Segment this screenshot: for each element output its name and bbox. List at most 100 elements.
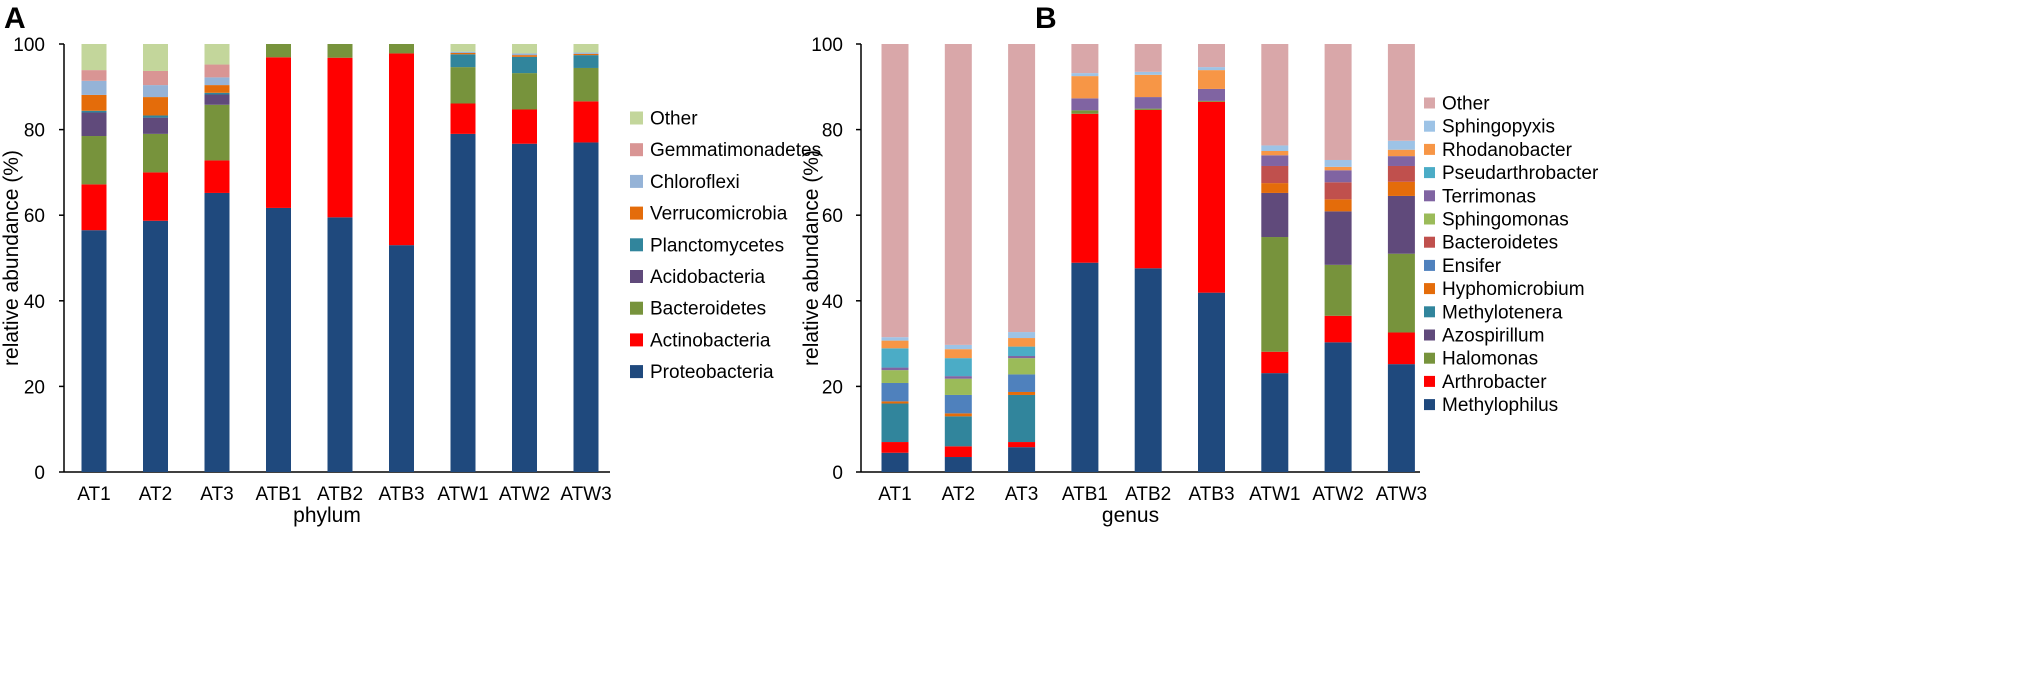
panel-a-bar-atb2-bacteroidetes	[327, 44, 353, 58]
panel-b-bar-at3-rhodanobacter	[1008, 338, 1036, 347]
panel-b-bar-at1-methylophilus	[881, 452, 909, 472]
panel-b-bar-at1-pseudarthrobacter	[881, 348, 909, 368]
panel-a-bar-atw1-verrucomicrobia	[450, 52, 476, 55]
panel-b-bar-atw2-other	[1324, 44, 1352, 160]
panel-a-bar-atw3-other	[573, 44, 599, 53]
panel-b-y-tick-label: 60	[822, 206, 843, 227]
panel-a-bar-at3-chloroflexi	[204, 77, 230, 86]
panel-a-bar-atw1-other	[450, 44, 476, 52]
panel-b-bar-atw1-rhodanobacter	[1261, 151, 1289, 156]
panel-b-x-tick-label: ATW3	[1376, 484, 1427, 505]
panel-b-bar-atb3-halomonas	[1198, 100, 1225, 102]
panel-b-bar-at1-other	[881, 44, 909, 338]
panel-a-bar-at2-verrucomicrobia	[143, 97, 168, 116]
panel-b-bar-atb3-sphingopyxis	[1198, 67, 1225, 71]
panel-a-y-tick-label: 40	[24, 292, 45, 313]
panel-b-legend-label-rhodanobacter: Rhodanobacter	[1442, 140, 1573, 161]
panel-a-bar-atb2-proteobacteria	[327, 217, 353, 472]
panel-a-bar-atb3-actinobacteria	[389, 53, 414, 246]
panel-b-bar-atw2-halomonas	[1324, 264, 1352, 316]
panel-a-x-tick-label: AT3	[200, 484, 233, 505]
panel-a-bar-atw3-bacteroidetes	[573, 67, 599, 102]
panel-a-bar-atw1-planctomycetes	[450, 54, 476, 68]
panel-a-bar-atw3-proteobacteria	[573, 142, 599, 472]
panel-a-bar-atw1-proteobacteria	[450, 133, 476, 472]
panel-b-legend-swatch-sphingomonas	[1424, 213, 1435, 225]
panel-a-bar-atw1-bacteroidetes	[450, 67, 476, 104]
panel-a-bar-at3-proteobacteria	[204, 192, 230, 472]
panel-a-bar-at1-gemmatimonadetes	[81, 70, 107, 81]
panel-a-x-tick-label: ATW3	[560, 484, 611, 505]
panel-b-chart: 0 20 40 60 80 100 AT1 AT2 AT3 ATB1 ATB2 ATB3 ATW1 ATW…	[800, 35, 1599, 527]
panel-b-bar-atw1-other	[1261, 44, 1289, 146]
panel-b-x-axis-title: genus	[1102, 504, 1159, 527]
panel-b-bar-atb2-methylophilus	[1134, 268, 1162, 472]
panel-a-legend-swatch-proteobacteria	[630, 365, 643, 379]
panel-b-legend-label-terrimonas: Terrimonas	[1442, 186, 1536, 207]
panel-b-bar-at3-methylotenera	[1008, 394, 1036, 443]
panel-a-bar-atw2-other	[512, 44, 537, 54]
panel-b-legend-label-pseudarthrobacter: Pseudarthrobacter	[1442, 163, 1599, 184]
panel-b-x-tick-label: ATB3	[1188, 484, 1234, 505]
panel-b-y-tick-label: 0	[832, 463, 843, 484]
panel-b-bar-atw3-other	[1387, 44, 1415, 141]
panel-a-chart: 0 20 40 60 80 100 AT1 AT2 AT3 ATB1 ATB2 ATB3 ATW1 ATW…	[0, 35, 821, 527]
panel-b-legend-label-methylotenera: Methylotenera	[1442, 302, 1563, 323]
panel-b-bar-atw2-azospirillum	[1324, 211, 1352, 265]
panel-b-bar-atw3-bacteroidetes	[1387, 165, 1415, 182]
panel-b-legend-swatch-halomonas	[1424, 352, 1435, 364]
panel-b-bar-at3-sphingomonas	[1008, 358, 1036, 375]
panel-a-bar-atw2-bacteroidetes	[512, 73, 537, 110]
panel-b-legend-swatch-hyphomicrobium	[1424, 283, 1435, 295]
panel-b-bar-at3-other	[1008, 44, 1036, 333]
panel-b-bar-at2-ensifer	[944, 394, 972, 414]
panel-a-x-tick-label: AT1	[77, 484, 110, 505]
panel-b-bar-at1-terrimonas	[881, 367, 909, 371]
panel-b-bar-atw2-bacteroidetes	[1324, 182, 1352, 200]
panel-a-bar-at1-acidobacteria	[81, 112, 107, 137]
panel-b-x-tick-label: AT2	[942, 484, 975, 505]
panel-b-x-tick-label: ATW2	[1312, 484, 1363, 505]
panel-a-bar-at3-other	[204, 44, 230, 65]
panel-a-bar-at3-verrucomicrobia	[204, 85, 230, 93]
panel-b-legend-swatch-rhodanobacter	[1424, 143, 1435, 155]
panel-a-bar-atw3-verrucomicrobia	[573, 53, 599, 56]
panel-b-bar-at3-arthrobacter	[1008, 442, 1036, 448]
panel-a-x-tick-label: ATB1	[255, 484, 301, 505]
panel-a-bar-atw2-proteobacteria	[512, 143, 537, 472]
panel-a-bar-at1-planctomycetes	[81, 110, 107, 113]
panel-b-legend-swatch-bacteroidetes	[1424, 236, 1435, 248]
panel-a-bar-atw3-actinobacteria	[573, 101, 599, 143]
panel-b-bar-at2-hyphomicrobium	[944, 413, 972, 417]
panel-a-legend-label-actinobacteria: Actinobacteria	[650, 330, 771, 351]
panel-a-bar-atw3-chloroflexi	[573, 52, 599, 54]
panel-a-y-tick-label: 100	[13, 35, 45, 56]
panel-a-bar-atb3-bacteroidetes	[389, 44, 414, 54]
panel-b-bar-atb1-methylophilus	[1071, 262, 1099, 472]
panel-b-x-tick-label: AT3	[1005, 484, 1038, 505]
panel-b-legend-label-ensifer: Ensifer	[1442, 256, 1502, 277]
panel-a-bar-atw2-chloroflexi	[512, 53, 537, 56]
panel-b-bar-at1-sphingomonas	[881, 370, 909, 383]
panel-b-x-tick-label: ATB1	[1062, 484, 1108, 505]
panel-b-legend-label-sphingopyxis: Sphingopyxis	[1442, 117, 1555, 138]
panel-a-bar-at2-bacteroidetes	[143, 133, 168, 173]
panel-b-bar-at1-methylotenera	[881, 403, 909, 443]
panel-a-legend-label-other: Other	[650, 109, 698, 130]
panel-a-bar-at2-proteobacteria	[143, 220, 168, 472]
panel-b-bar-atw1-bacteroidetes	[1261, 165, 1289, 184]
panel-a-x-tick-label: ATB3	[378, 484, 424, 505]
panel-b-bar-at3-ensifer	[1008, 374, 1036, 392]
panel-b-legend-swatch-sphingopyxis	[1424, 120, 1435, 132]
panel-b-bar-atw2-methylophilus	[1324, 342, 1352, 472]
panel-b-y-axis-title: relative abundance (%)	[800, 150, 823, 366]
panel-a-y-tick-label: 80	[24, 121, 45, 142]
panel-b-x-tick-label: ATB2	[1125, 484, 1171, 505]
panel-b-legend-swatch-ensifer	[1424, 259, 1435, 271]
panel-a-bar-at3-actinobacteria	[204, 160, 230, 193]
panel-b-bar-atw1-sphingopyxis	[1261, 145, 1289, 151]
panel-b-bar-at2-sphingopyxis	[944, 344, 972, 350]
panel-a-bar-at2-gemmatimonadetes	[143, 70, 168, 86]
panel-b-bar-atb3-arthrobacter	[1198, 101, 1225, 293]
panel-a-bar-atb1-bacteroidetes	[266, 44, 291, 58]
